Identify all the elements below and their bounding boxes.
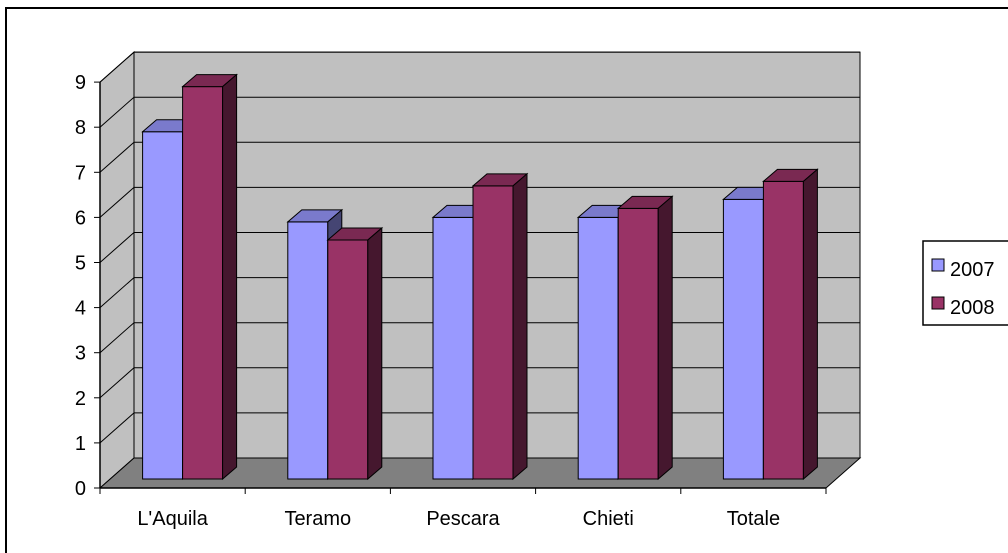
- x-tick-label: Totale: [727, 508, 780, 530]
- bar-front: [762, 180, 804, 480]
- bar: [181, 73, 238, 481]
- legend-box: [922, 240, 1008, 326]
- bar-front: [617, 207, 659, 480]
- y-tick-label: 1: [75, 433, 86, 455]
- gridline: [99, 141, 860, 173]
- y-tick-label: 2: [75, 388, 86, 410]
- y-tick-label: 9: [75, 72, 86, 94]
- x-tick-label: Pescara: [426, 508, 500, 530]
- y-tick-label: 4: [75, 298, 86, 320]
- bar: [326, 226, 384, 481]
- y-tick-label: 3: [75, 343, 86, 365]
- y-tick-label: 6: [75, 207, 86, 229]
- bar-front: [142, 131, 184, 480]
- legend-swatch-2007: [931, 258, 945, 272]
- bar: [762, 168, 819, 481]
- bar-front: [327, 239, 369, 480]
- bar-side: [657, 195, 673, 481]
- bar-front: [577, 216, 619, 480]
- side-wall: [99, 50, 135, 490]
- bar: [471, 172, 529, 481]
- gridline: [99, 51, 860, 83]
- bar-front: [472, 185, 514, 480]
- bar-side: [802, 168, 818, 481]
- legend-label-2008: 2008: [950, 297, 995, 319]
- y-tick-label: 5: [75, 253, 86, 275]
- y-tick-label: 0: [75, 478, 86, 500]
- y-tick-label: 8: [75, 117, 86, 139]
- bar-front: [432, 216, 474, 480]
- gridline: [99, 186, 860, 218]
- x-tick-label: L'Aquila: [137, 508, 208, 530]
- x-tick-label: Teramo: [284, 508, 351, 530]
- bar-side: [367, 226, 383, 481]
- plot-area: 0 1 2 3 4 5 6 7 8 9 L'Aquila Teramo Pescara Chieti Tot…: [75, 50, 862, 530]
- bar-front: [722, 198, 764, 480]
- legend-swatch-2008: [931, 296, 945, 310]
- x-tick-label: Chieti: [583, 508, 634, 530]
- legend-label-2007: 2007: [950, 259, 995, 281]
- legend: 2007 2008: [922, 240, 1008, 326]
- gridline: [99, 96, 860, 128]
- bar: [616, 195, 674, 481]
- y-tick-label: 7: [75, 162, 86, 184]
- bar-front: [287, 221, 329, 480]
- bar-side: [222, 73, 238, 481]
- bar-side: [512, 172, 528, 481]
- bar-front: [182, 86, 224, 480]
